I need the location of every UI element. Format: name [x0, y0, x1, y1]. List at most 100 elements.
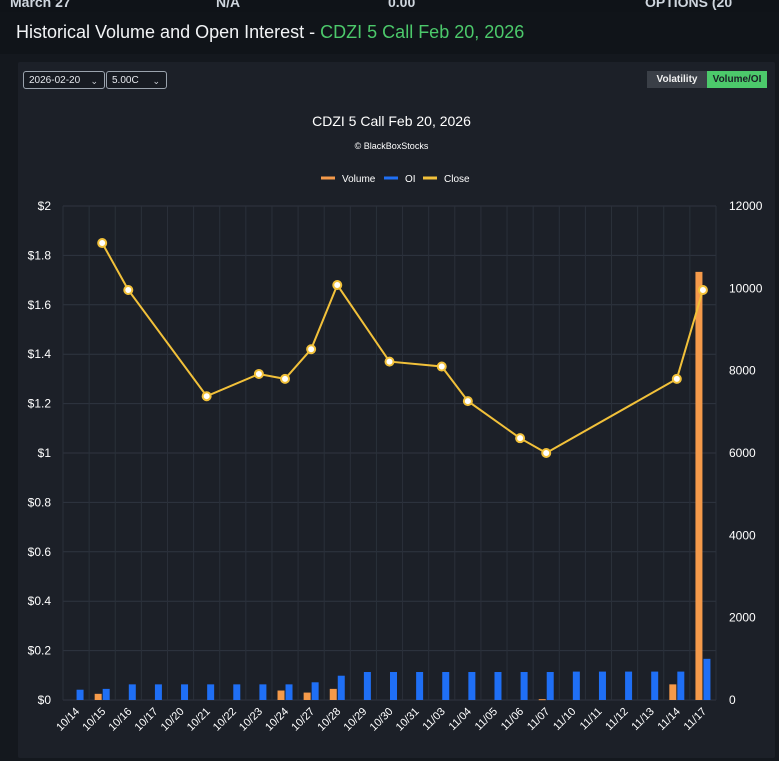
oi-bar — [572, 671, 580, 700]
oi-bar — [76, 689, 84, 700]
x-tick-label: 10/14 — [54, 706, 82, 734]
close-point — [541, 448, 552, 458]
y-left-tick-label: $0.4 — [28, 594, 52, 608]
y-left-tick-label: $1.6 — [28, 298, 52, 312]
volatility-toggle[interactable]: Volatility — [647, 71, 707, 88]
x-tick-label: 10/27 — [289, 706, 317, 734]
oi-bar — [363, 672, 371, 700]
x-tick-label: 10/17 — [133, 706, 161, 734]
y-right-tick-label: 8000 — [729, 364, 756, 378]
close-point — [697, 284, 708, 295]
oi-bar — [442, 672, 450, 700]
oi-bar — [154, 684, 162, 700]
chart-title: CDZI 5 Call Feb 20, 2026 — [312, 113, 471, 129]
oi-bar — [259, 684, 267, 700]
x-tick-label: 11/03 — [420, 706, 447, 733]
y-right-tick-label: 4000 — [729, 528, 756, 542]
oi-bar — [311, 682, 319, 700]
close-point — [306, 344, 317, 355]
volume-oi-toggle[interactable]: Volume/OI — [707, 71, 767, 88]
x-tick-label: 11/17 — [682, 706, 709, 733]
oi-bar — [625, 671, 633, 700]
title-contract: CDZI 5 Call Feb 20, 2026 — [320, 22, 525, 42]
x-tick-label: 11/12 — [603, 706, 630, 733]
volume-bar — [277, 690, 285, 700]
title-prefix: Historical Volume and Open Interest - — [16, 22, 316, 42]
legend-label-close: Close — [444, 174, 470, 185]
y-left-tick-label: $1.8 — [28, 248, 52, 262]
y-right-tick-label: 10000 — [729, 281, 763, 295]
oi-bar — [520, 672, 528, 700]
x-tick-label: 10/24 — [263, 706, 291, 734]
x-tick-label: 10/22 — [211, 706, 239, 734]
close-point — [123, 284, 134, 295]
volume-bar — [538, 699, 546, 701]
bg-date-text: March 27 — [10, 0, 71, 10]
y-right-tick-label: 0 — [729, 693, 736, 707]
bg-na-text: N/A — [216, 0, 241, 10]
y-left-tick-label: $2 — [38, 199, 52, 213]
oi-bar — [677, 671, 685, 700]
x-tick-label: 10/21 — [185, 706, 213, 734]
modal-title-bar: Historical Volume and Open Interest - CD… — [0, 12, 779, 54]
bg-value-text: 0.00 — [388, 0, 416, 10]
x-tick-label: 10/30 — [368, 706, 396, 734]
oi-bar — [128, 684, 136, 700]
y-right-tick-label: 2000 — [729, 611, 756, 625]
x-tick-label: 11/05 — [473, 706, 500, 733]
oi-bar — [337, 675, 345, 700]
close-point — [332, 280, 343, 291]
x-tick-label: 10/15 — [80, 706, 108, 734]
x-tick-label: 10/31 — [394, 706, 422, 734]
y-left-tick-label: $1.4 — [28, 347, 52, 361]
strike-select[interactable]: 5.00C ⌄ — [106, 71, 167, 89]
y-right-tick-label: 6000 — [729, 446, 756, 460]
oi-bar — [651, 671, 659, 700]
chevron-down-icon: ⌄ — [152, 76, 160, 86]
x-tick-label: 10/16 — [106, 706, 134, 734]
oi-bar — [285, 684, 293, 700]
bg-options-text: OPTIONS (20 — [645, 0, 733, 10]
y-right-tick-label: 12000 — [729, 199, 763, 213]
close-point — [280, 373, 291, 384]
oi-bar — [494, 672, 502, 700]
background-app-strip: March 27 N/A 0.00 OPTIONS (20 — [0, 0, 779, 14]
volume-bar — [94, 693, 102, 700]
close-line — [101, 242, 704, 455]
x-tick-label: 11/14 — [656, 706, 683, 733]
y-left-tick-label: $0 — [38, 693, 52, 707]
oi-bar — [390, 672, 397, 700]
strike-select-value: 5.00C — [112, 75, 139, 86]
close-point — [515, 433, 526, 444]
volume-bar — [669, 684, 677, 700]
close-point — [462, 396, 473, 407]
close-point — [253, 368, 264, 379]
y-left-tick-label: $0.6 — [28, 545, 52, 559]
legend-label-volume: Volume — [342, 174, 376, 185]
expiry-select-value: 2026-02-20 — [29, 75, 81, 86]
oi-bar — [207, 684, 215, 700]
x-tick-label: 10/23 — [237, 706, 265, 734]
oi-bar — [416, 672, 424, 700]
y-left-tick-label: $0.8 — [28, 495, 52, 509]
chart-subtitle: © BlackBoxStocks — [355, 141, 429, 151]
oi-bar — [468, 672, 476, 700]
expiry-select[interactable]: 2026-02-20 ⌄ — [23, 71, 105, 89]
x-tick-label: 10/28 — [315, 706, 343, 734]
x-tick-label: 10/29 — [342, 706, 370, 734]
oi-bar — [703, 658, 711, 700]
y-left-tick-label: $1.2 — [28, 397, 52, 411]
legend-label-oi: OI — [405, 174, 416, 185]
close-point — [201, 391, 212, 402]
close-point — [671, 373, 682, 384]
volume-bar — [695, 271, 703, 700]
close-point — [384, 356, 395, 367]
x-tick-label: 11/07 — [525, 706, 552, 733]
x-tick-label: 11/04 — [447, 706, 474, 733]
x-tick-label: 10/20 — [159, 706, 187, 734]
close-point — [436, 361, 447, 372]
x-tick-label: 11/06 — [499, 706, 526, 733]
volume-bar — [329, 688, 337, 700]
y-left-tick-label: $1 — [38, 446, 52, 460]
